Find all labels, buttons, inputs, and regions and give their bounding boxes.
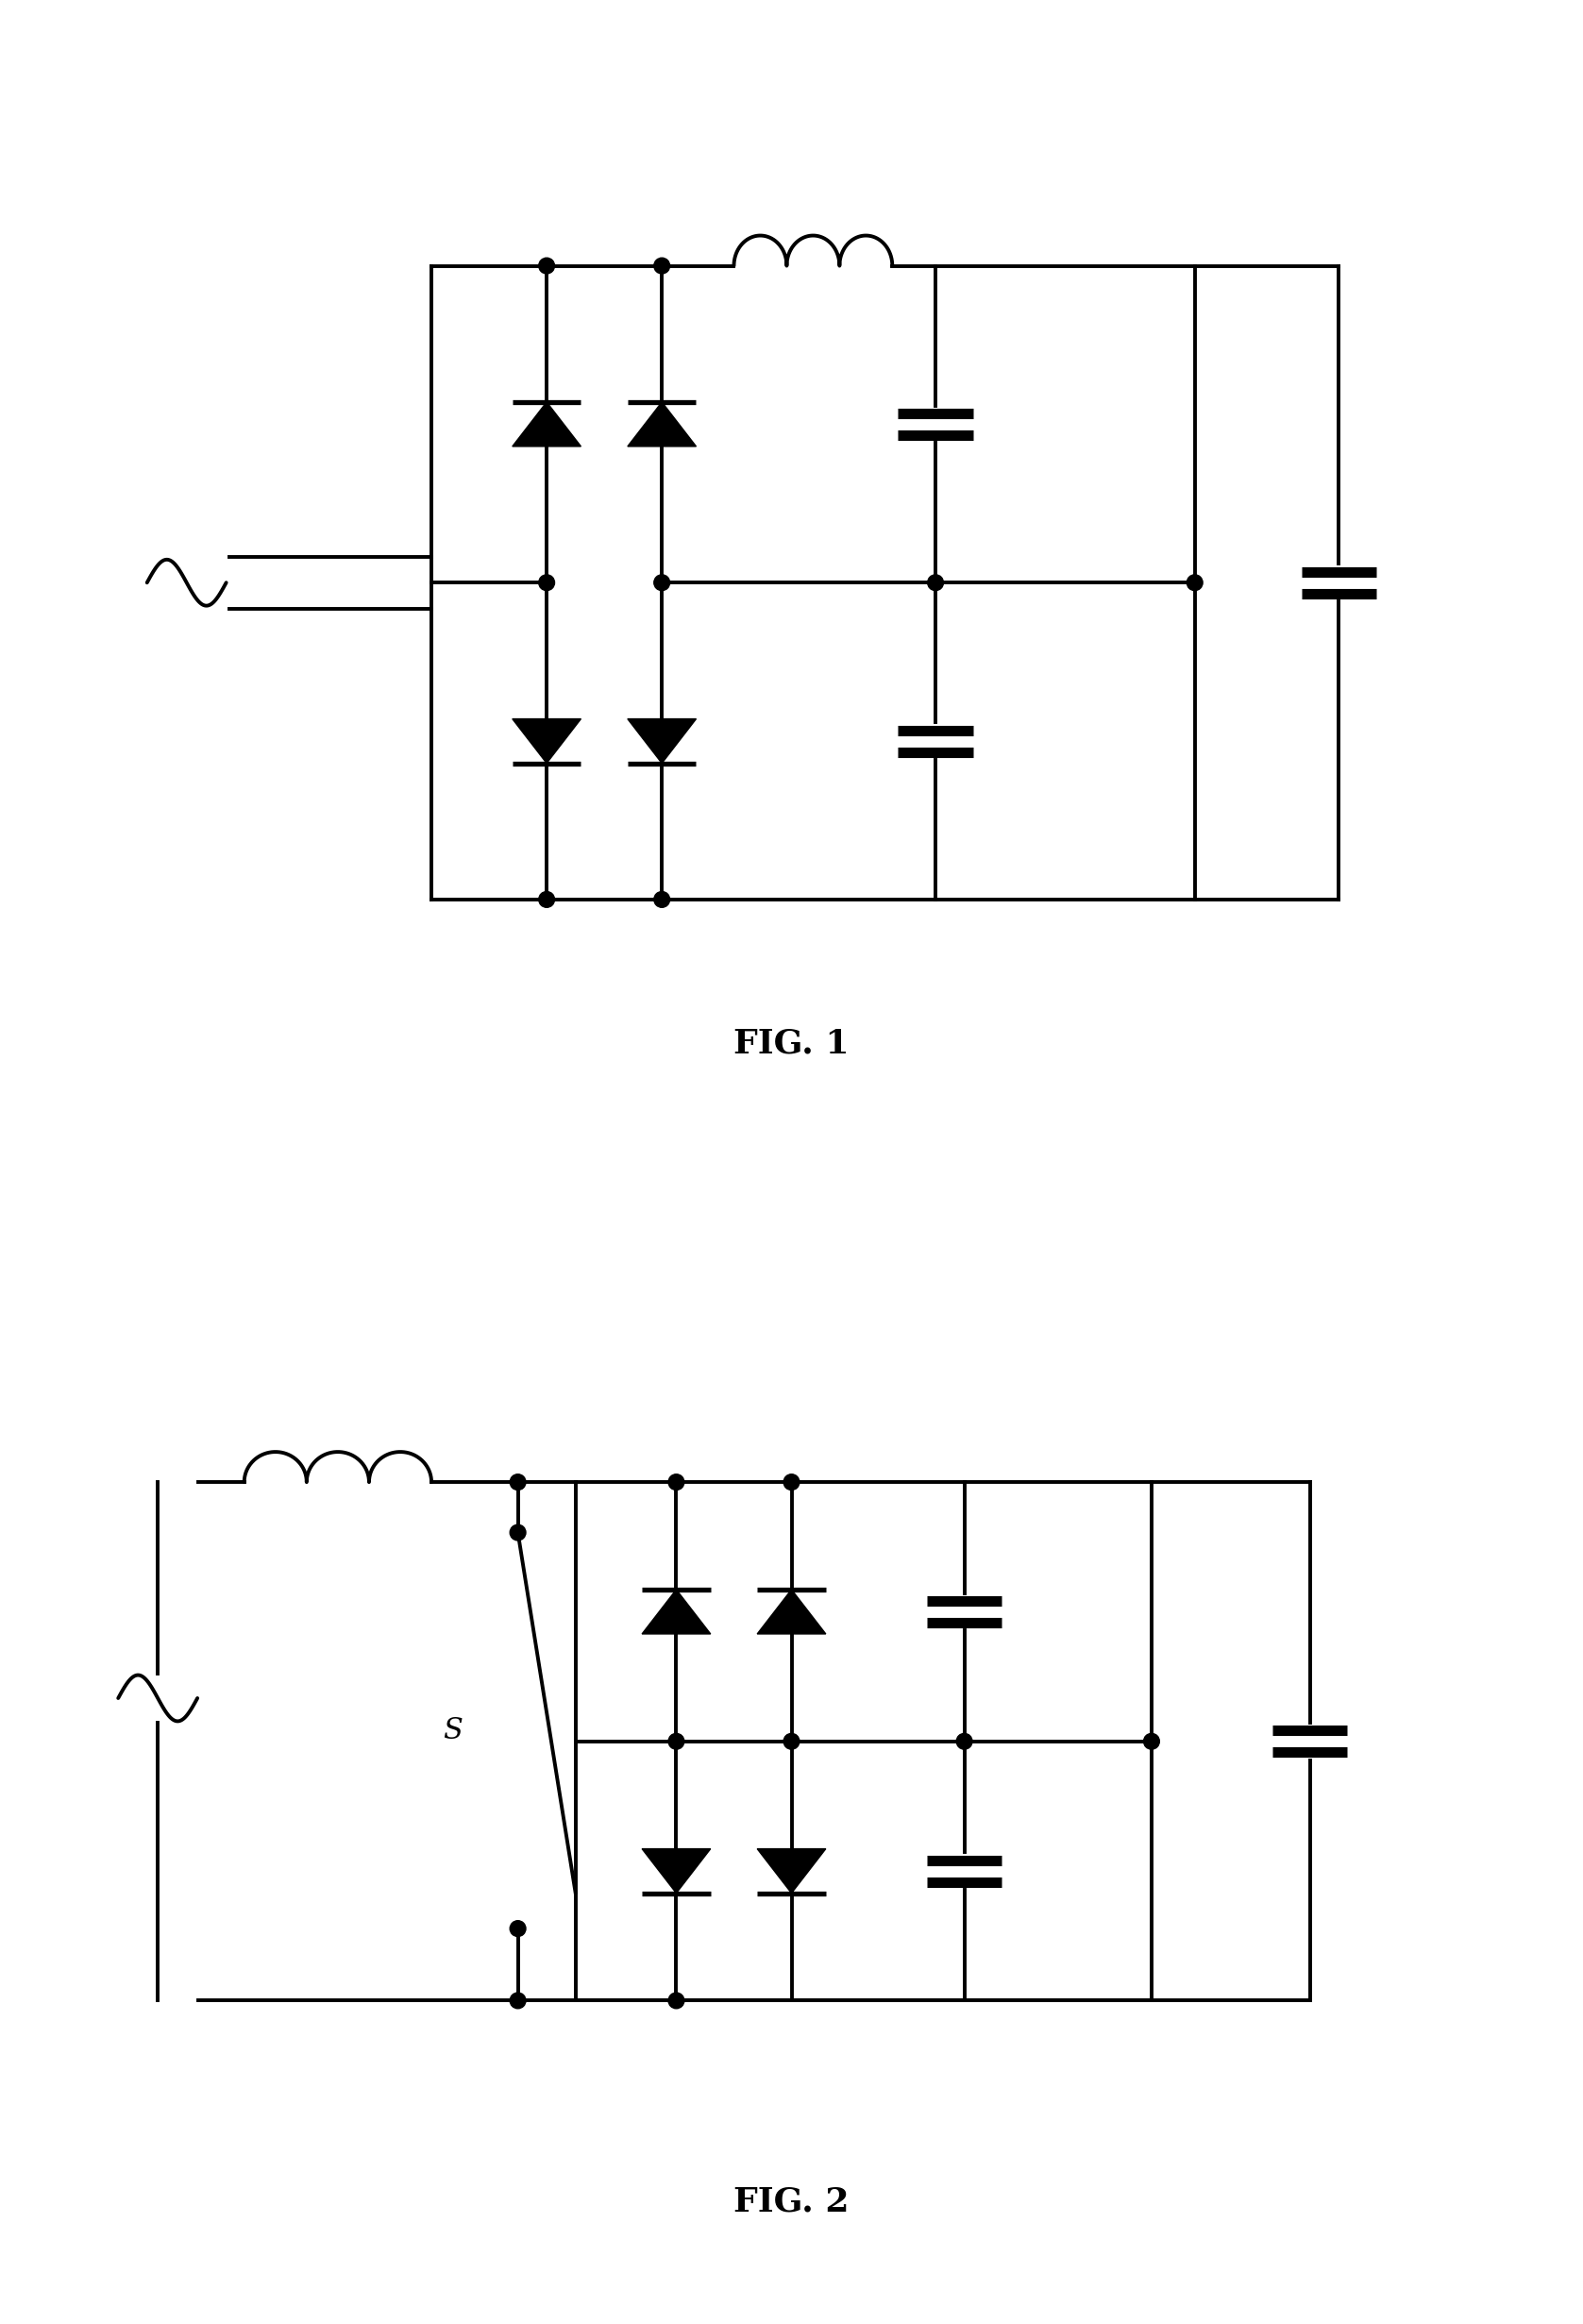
Polygon shape	[513, 402, 581, 446]
Circle shape	[928, 574, 943, 590]
Text: S: S	[443, 1715, 462, 1745]
Polygon shape	[627, 402, 697, 446]
Circle shape	[654, 892, 670, 906]
Circle shape	[654, 258, 670, 274]
Circle shape	[538, 258, 554, 274]
Circle shape	[668, 1734, 684, 1750]
Polygon shape	[643, 1850, 711, 1894]
Circle shape	[784, 1734, 799, 1750]
Text: FIG. 2: FIG. 2	[733, 2187, 850, 2219]
Polygon shape	[757, 1590, 826, 1634]
Circle shape	[510, 1920, 526, 1936]
Circle shape	[510, 1992, 526, 2008]
Polygon shape	[513, 718, 581, 762]
Circle shape	[510, 1525, 526, 1541]
Polygon shape	[757, 1850, 826, 1894]
Text: FIG. 1: FIG. 1	[733, 1027, 850, 1060]
Circle shape	[1187, 574, 1203, 590]
Circle shape	[668, 1992, 684, 2008]
Polygon shape	[627, 718, 697, 762]
Circle shape	[654, 574, 670, 590]
Circle shape	[1143, 1734, 1159, 1750]
Circle shape	[668, 1473, 684, 1490]
Circle shape	[538, 574, 554, 590]
Circle shape	[538, 892, 554, 906]
Circle shape	[784, 1473, 799, 1490]
Circle shape	[956, 1734, 972, 1750]
Polygon shape	[643, 1590, 711, 1634]
Circle shape	[510, 1473, 526, 1490]
